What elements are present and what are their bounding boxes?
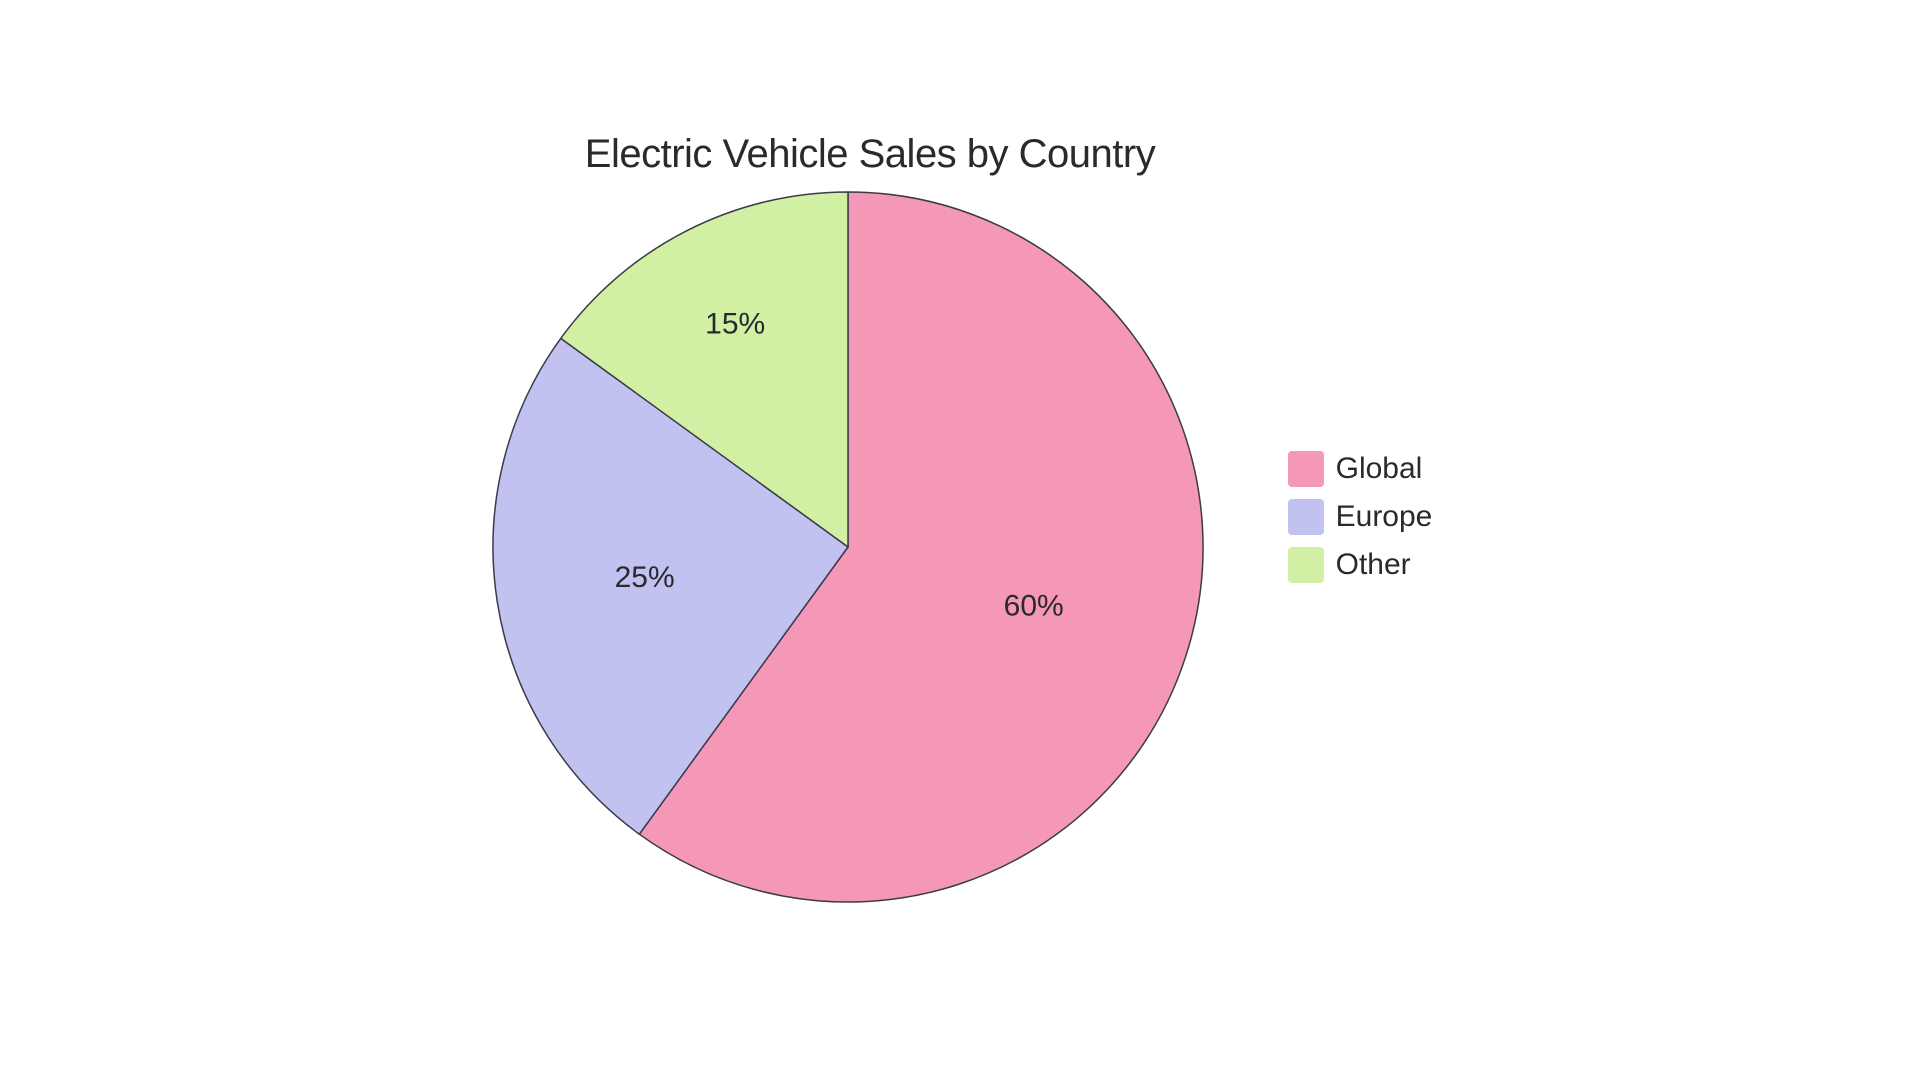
pie-chart-container: Electric Vehicle Sales by Country 60% 25%… xyxy=(232,132,1688,948)
legend: Global Europe Other xyxy=(1288,451,1433,583)
pie-slice-label-other: 15% xyxy=(705,308,765,341)
chart-title: Electric Vehicle Sales by Country xyxy=(585,132,1155,177)
legend-swatch-global xyxy=(1288,451,1324,487)
legend-item-europe: Europe xyxy=(1288,499,1433,535)
legend-swatch-europe xyxy=(1288,499,1324,535)
legend-item-other: Other xyxy=(1288,547,1433,583)
chart-body: 60% 25% 15% Global Europe Other xyxy=(488,187,1433,907)
pie-slice-label-global: 60% xyxy=(1003,589,1063,622)
pie-wrapper: 60% 25% 15% xyxy=(488,187,1208,907)
legend-label-europe: Europe xyxy=(1336,500,1433,534)
pie-chart-svg: 60% 25% 15% xyxy=(488,187,1208,907)
legend-swatch-other xyxy=(1288,547,1324,583)
legend-item-global: Global xyxy=(1288,451,1433,487)
pie-slice-label-europe: 25% xyxy=(614,561,674,594)
legend-label-global: Global xyxy=(1336,452,1423,486)
legend-label-other: Other xyxy=(1336,548,1411,582)
